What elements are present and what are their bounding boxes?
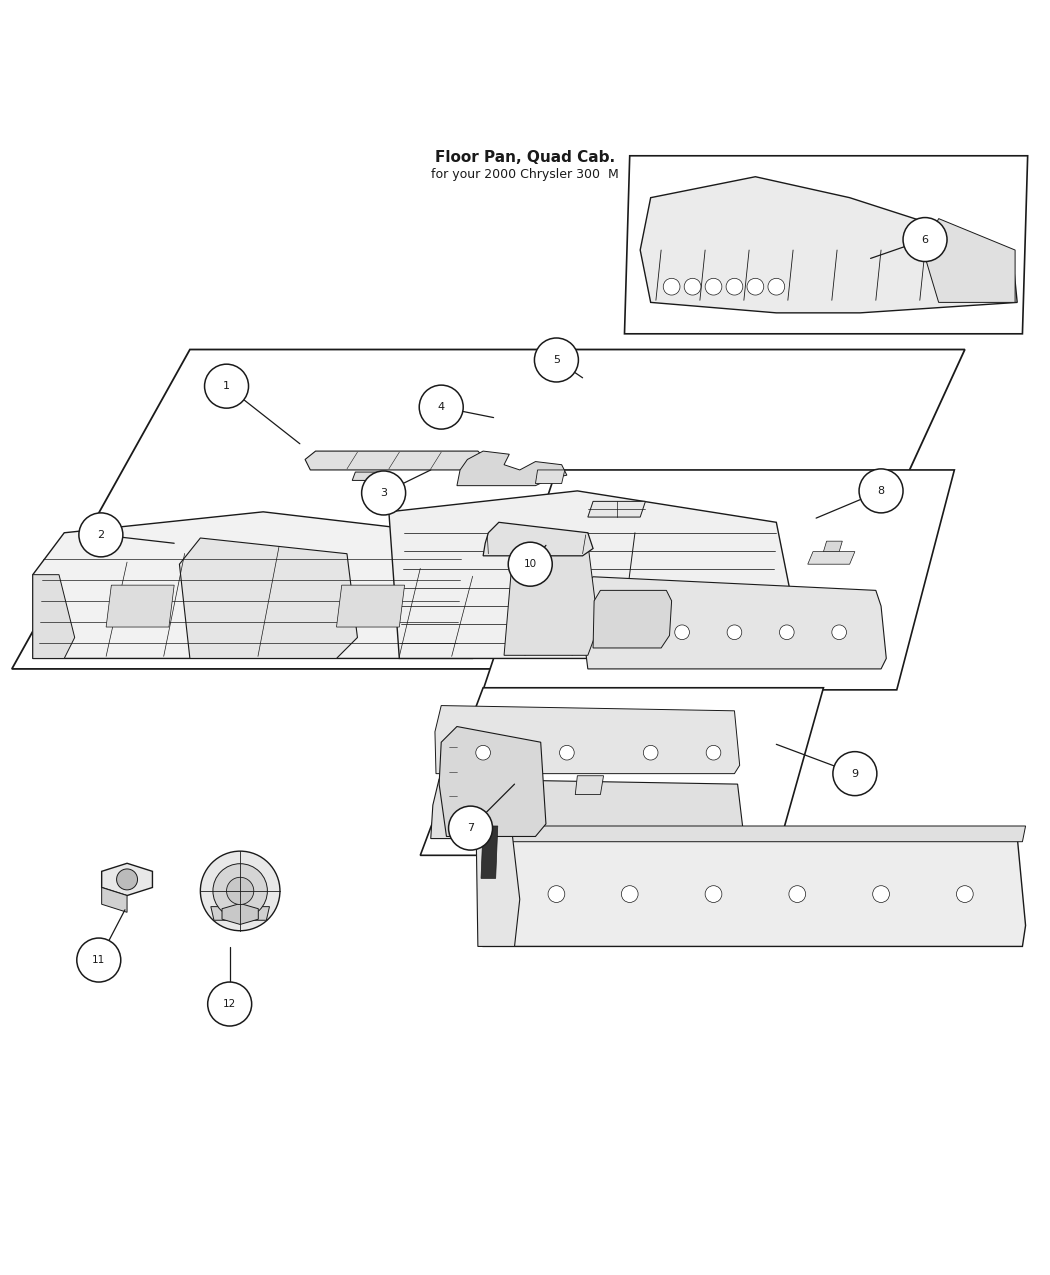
Circle shape [833, 752, 877, 796]
Circle shape [508, 542, 552, 586]
Circle shape [79, 513, 123, 557]
Text: 1: 1 [223, 381, 230, 391]
Polygon shape [575, 775, 604, 794]
Circle shape [560, 746, 574, 760]
Circle shape [548, 886, 565, 903]
Circle shape [675, 625, 690, 640]
Circle shape [213, 863, 268, 918]
Circle shape [117, 870, 138, 890]
Circle shape [361, 470, 405, 515]
Polygon shape [928, 240, 947, 250]
Polygon shape [439, 727, 546, 836]
Polygon shape [388, 491, 797, 658]
Polygon shape [352, 472, 381, 481]
Polygon shape [504, 533, 598, 655]
Text: 3: 3 [380, 488, 387, 499]
Circle shape [779, 625, 794, 640]
Polygon shape [483, 826, 1026, 842]
Circle shape [957, 886, 973, 903]
Polygon shape [457, 451, 567, 486]
Polygon shape [211, 907, 270, 921]
Polygon shape [102, 887, 127, 913]
Polygon shape [625, 156, 1028, 334]
Polygon shape [481, 826, 498, 878]
Circle shape [534, 338, 579, 382]
Circle shape [664, 278, 680, 295]
Circle shape [644, 746, 658, 760]
Polygon shape [336, 585, 404, 627]
Text: 10: 10 [524, 560, 537, 569]
Text: 9: 9 [852, 769, 859, 779]
Text: 4: 4 [438, 402, 445, 412]
Text: Floor Pan, Quad Cab.: Floor Pan, Quad Cab. [435, 150, 615, 166]
Polygon shape [593, 590, 672, 648]
Circle shape [873, 886, 889, 903]
Circle shape [685, 278, 701, 295]
Polygon shape [33, 511, 493, 658]
Polygon shape [483, 470, 954, 690]
Circle shape [903, 218, 947, 261]
Polygon shape [807, 552, 855, 565]
Circle shape [419, 385, 463, 430]
Circle shape [768, 278, 784, 295]
Polygon shape [306, 451, 488, 470]
Polygon shape [483, 523, 593, 556]
Text: 8: 8 [878, 486, 884, 496]
Text: 2: 2 [98, 530, 104, 539]
Circle shape [623, 625, 637, 640]
Circle shape [789, 886, 805, 903]
Circle shape [208, 982, 252, 1026]
Polygon shape [102, 863, 152, 895]
Circle shape [859, 469, 903, 513]
Polygon shape [12, 349, 965, 669]
Text: 6: 6 [922, 235, 928, 245]
Circle shape [448, 806, 492, 850]
Circle shape [707, 746, 721, 760]
Polygon shape [435, 705, 739, 774]
Circle shape [476, 746, 490, 760]
Circle shape [706, 278, 722, 295]
Circle shape [726, 278, 742, 295]
Polygon shape [536, 470, 565, 483]
Text: for your 2000 Chrysler 300  M: for your 2000 Chrysler 300 M [432, 168, 618, 181]
Circle shape [205, 365, 249, 408]
Polygon shape [180, 538, 357, 658]
Polygon shape [33, 575, 75, 658]
Circle shape [622, 886, 638, 903]
Polygon shape [640, 177, 1017, 312]
Polygon shape [430, 779, 742, 839]
Polygon shape [476, 764, 520, 946]
Circle shape [227, 877, 254, 904]
Circle shape [201, 852, 280, 931]
Text: 12: 12 [223, 1000, 236, 1009]
Polygon shape [420, 687, 823, 856]
Polygon shape [923, 218, 1015, 302]
Circle shape [727, 625, 741, 640]
Polygon shape [222, 904, 258, 924]
Polygon shape [583, 576, 886, 669]
Circle shape [747, 278, 763, 295]
Polygon shape [588, 501, 646, 518]
Text: 5: 5 [553, 354, 560, 365]
Polygon shape [106, 585, 174, 627]
Text: 11: 11 [92, 955, 105, 965]
Polygon shape [823, 541, 842, 552]
Circle shape [706, 886, 722, 903]
Polygon shape [478, 836, 1026, 946]
Circle shape [832, 625, 846, 640]
Circle shape [77, 938, 121, 982]
Text: 7: 7 [467, 824, 475, 833]
